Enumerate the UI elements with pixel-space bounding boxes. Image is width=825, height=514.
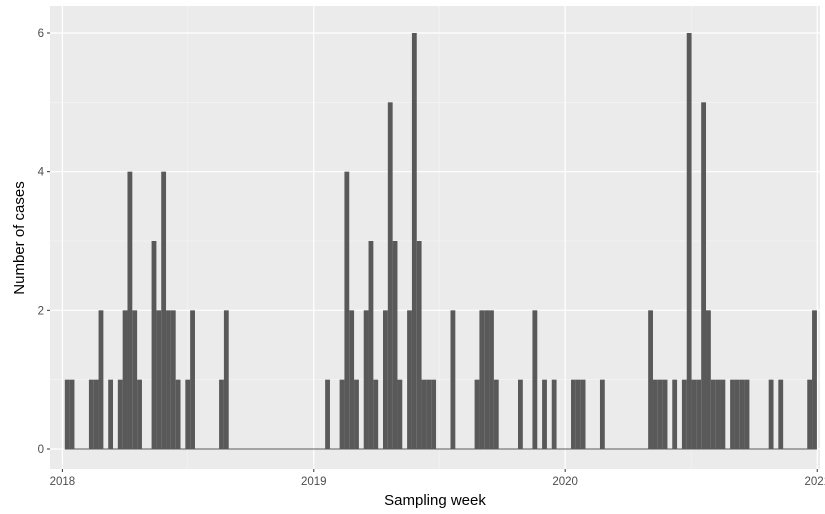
bar: [474, 379, 480, 449]
bar: [681, 379, 687, 449]
bar: [744, 379, 750, 449]
bar: [686, 33, 692, 449]
bar: [701, 102, 707, 449]
bar: [431, 379, 437, 449]
bar: [190, 310, 195, 449]
bar: [706, 310, 711, 449]
bar: [493, 379, 499, 449]
bar: [691, 379, 697, 449]
bar: [484, 310, 490, 449]
bar: [407, 310, 412, 449]
bar: [599, 379, 605, 449]
bar: [122, 310, 128, 449]
bar: [223, 310, 229, 449]
bar: [368, 241, 374, 449]
bar: [127, 171, 133, 449]
bar: [739, 379, 745, 449]
y-tick-label: 6: [38, 28, 44, 40]
bar: [69, 379, 75, 449]
bar: [542, 379, 547, 449]
bar: [411, 33, 417, 449]
bar: [132, 310, 138, 449]
bar: [339, 379, 345, 449]
bar: [416, 241, 422, 449]
bar: [93, 379, 99, 449]
bar: [734, 379, 740, 449]
bar: [652, 379, 658, 449]
x-tick-label: 2021: [804, 476, 825, 488]
bar: [421, 379, 427, 449]
bar: [807, 379, 813, 449]
bar: [778, 379, 784, 449]
bar: [720, 379, 726, 449]
bar: [185, 379, 191, 449]
bar: [325, 379, 330, 449]
y-tick-label: 2: [38, 305, 44, 317]
bar: [392, 241, 398, 449]
bar: [64, 379, 70, 449]
x-tick-label: 2019: [301, 476, 327, 488]
x-tick-label: 2018: [50, 476, 76, 488]
bar: [426, 379, 432, 449]
bar: [580, 379, 586, 449]
bar: [117, 379, 123, 449]
bar: [551, 379, 557, 449]
x-axis-title: Sampling week: [384, 492, 486, 509]
bar: [575, 379, 581, 449]
bar: [137, 379, 142, 449]
bars: [64, 33, 817, 449]
bar: [517, 379, 523, 449]
bar: [354, 379, 359, 449]
bar: [715, 379, 721, 449]
bar: [98, 310, 104, 449]
bar: [730, 379, 735, 449]
x-tick-label: 2020: [552, 476, 578, 488]
bar: [344, 171, 350, 449]
bar: [363, 310, 369, 449]
y-axis-title: Number of cases: [11, 181, 28, 294]
bar: [373, 379, 379, 449]
bar: [161, 171, 167, 449]
bar: [532, 310, 538, 449]
bar: [151, 241, 157, 449]
bar: [696, 379, 702, 449]
bar: [397, 379, 403, 449]
bar: [88, 379, 94, 449]
bar: [662, 379, 668, 449]
bar: [387, 102, 393, 449]
bar: [108, 379, 114, 449]
bar: [349, 310, 355, 449]
y-tick-label: 0: [38, 444, 44, 456]
bar: [219, 379, 224, 449]
bar: [170, 310, 176, 449]
bar: [166, 310, 171, 449]
bar: [156, 310, 162, 449]
bar: [648, 310, 653, 449]
bar: [657, 379, 663, 449]
y-tick-label: 4: [38, 167, 45, 179]
bar: [812, 310, 817, 449]
bar: [672, 379, 678, 449]
bar: [479, 310, 485, 449]
bar: [383, 310, 388, 449]
bar: [450, 310, 456, 449]
bar: [489, 310, 494, 449]
x-axis: 2018 2019 2020 2021: [50, 469, 825, 488]
bar: [175, 379, 181, 449]
y-axis: 0 2 4 6: [38, 28, 50, 456]
bar: [710, 379, 716, 449]
bar: [768, 379, 774, 449]
bar: [571, 379, 576, 449]
